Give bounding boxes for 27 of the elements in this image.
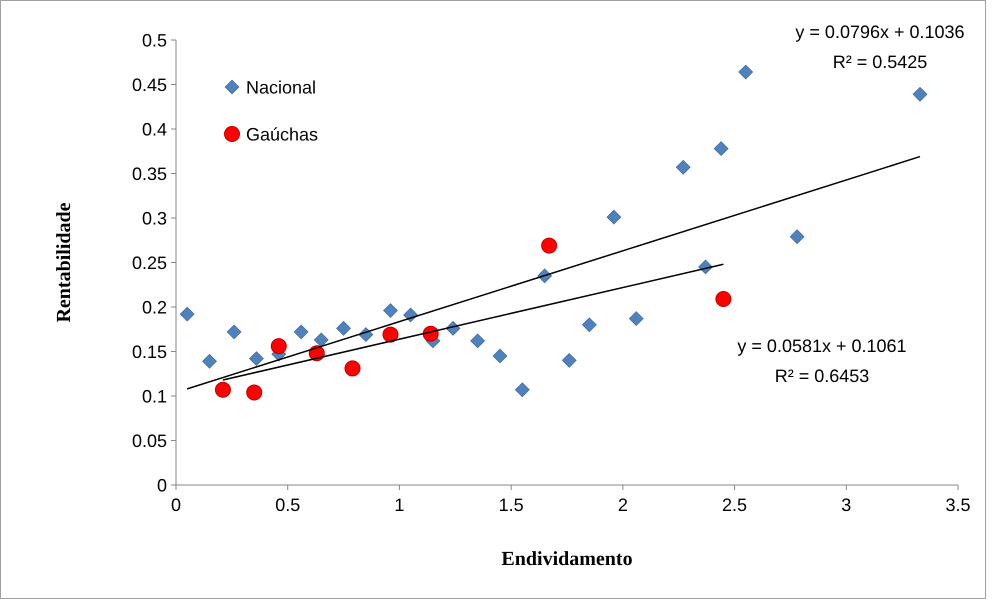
x-tick-label: 1 [394, 495, 404, 515]
y-tick-label: 0.3 [142, 208, 167, 228]
x-tick-label: 1.5 [498, 495, 524, 515]
legend-label: Nacional [246, 77, 316, 98]
y-tick-label: 0.05 [132, 430, 167, 451]
y-tick-label: 0.45 [132, 74, 167, 95]
x-tick-label: 0.5 [275, 495, 300, 515]
annotation: R² = 0.5425 [832, 52, 928, 72]
x-tick-label: 2.5 [722, 495, 748, 515]
annotation: R² = 0.6453 [774, 366, 870, 386]
y-tick-label: 0.15 [132, 342, 167, 362]
y-tick-label: 0.35 [132, 164, 167, 184]
y-tick-label: 0.4 [142, 119, 167, 140]
y-tick-label: 0.5 [142, 30, 167, 50]
y-tick-label: 0.25 [132, 252, 167, 273]
annotation: y = 0.0581x + 0.1061 [737, 336, 907, 356]
annotation: y = 0.0796x + 0.1036 [795, 22, 965, 42]
y-tick-label: 0.1 [142, 386, 167, 406]
x-axis-title: Endividamento [501, 548, 633, 570]
x-tick-label: 3 [841, 495, 852, 515]
legend-label: Gaúchas [246, 124, 318, 144]
y-tick-label: 0.2 [142, 297, 167, 318]
y-axis-title: Rentabilidade [53, 202, 75, 323]
x-tick-label: 0 [170, 495, 182, 515]
x-tick-label: 3.5 [945, 495, 971, 515]
x-tick-label: 2 [618, 495, 628, 515]
y-tick-label: 0 [156, 475, 167, 496]
